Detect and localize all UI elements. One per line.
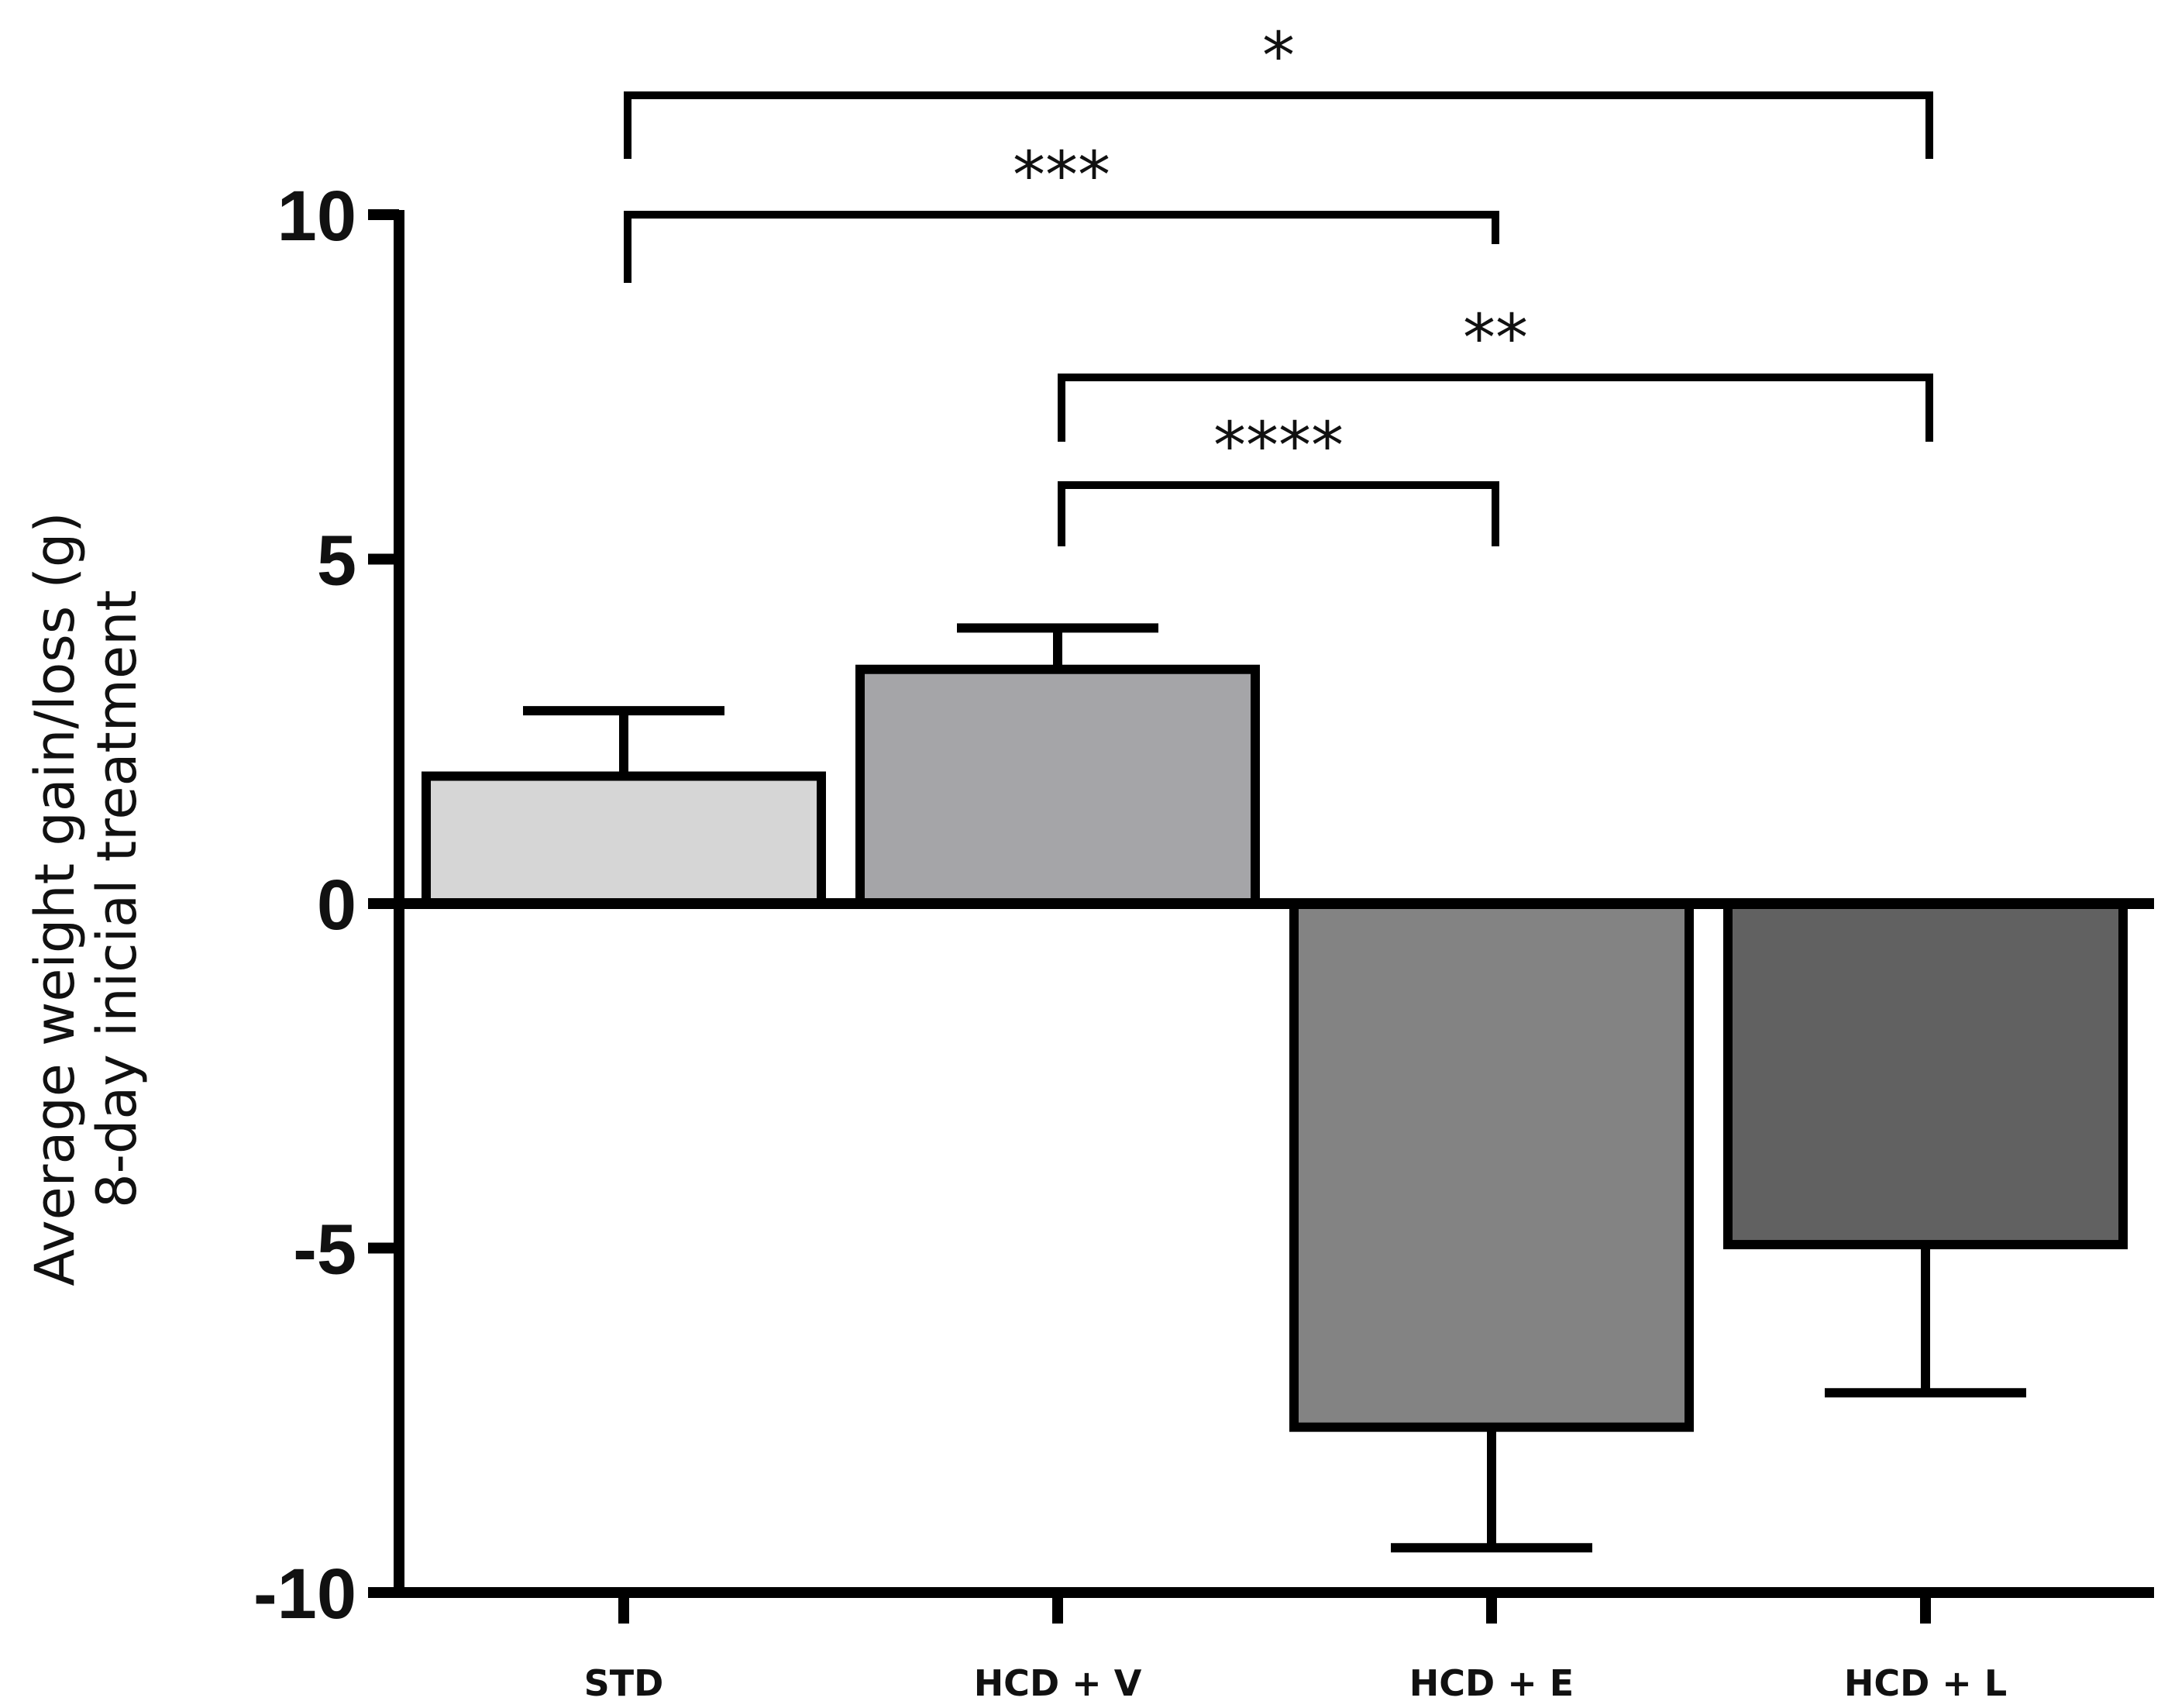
axes-layer <box>368 209 2154 1624</box>
labels-layer: 10 5 0 -5 -10 STD HCD + V HCD + E HCD + L Average… <box>23 177 2007 1704</box>
significance-label-3: **** <box>1213 408 1344 484</box>
bar-0 <box>422 771 826 908</box>
x-tick-label-0: STD <box>584 1662 664 1704</box>
significance-bracket-2 <box>1058 374 1933 442</box>
significance-layer: ********** <box>624 18 1933 546</box>
significance-label-1: *** <box>1013 137 1110 213</box>
significance-bracket-3 <box>1058 481 1499 546</box>
bar-3 <box>1723 899 2128 1250</box>
y-axis-label-line-1: 8-day inicial treatment <box>85 590 149 1208</box>
bars-layer <box>422 664 2128 1432</box>
significance-bracket-0 <box>624 91 1933 159</box>
error-bars-layer <box>523 623 2026 1553</box>
y-axis-label-line-0: Average weight gain/loss (g) <box>23 511 87 1286</box>
y-tick-label-4: -10 <box>253 1555 356 1634</box>
significance-label-0: * <box>1262 18 1295 94</box>
bar-1 <box>855 664 1260 908</box>
x-tick-label-3: HCD + L <box>1844 1662 2007 1704</box>
y-tick-label-2: 0 <box>317 866 356 945</box>
significance-bracket-1 <box>624 211 1499 283</box>
x-tick-label-1: HCD + V <box>974 1662 1142 1704</box>
y-axis-label: Average weight gain/loss (g)8-day inicia… <box>23 511 149 1286</box>
x-tick-label-2: HCD + E <box>1409 1662 1574 1704</box>
significance-label-2: ** <box>1463 300 1528 376</box>
y-tick-label-1: 5 <box>317 522 356 601</box>
y-tick-label-3: -5 <box>293 1210 356 1290</box>
bar-2 <box>1289 899 1694 1432</box>
y-tick-label-0: 10 <box>277 177 356 256</box>
